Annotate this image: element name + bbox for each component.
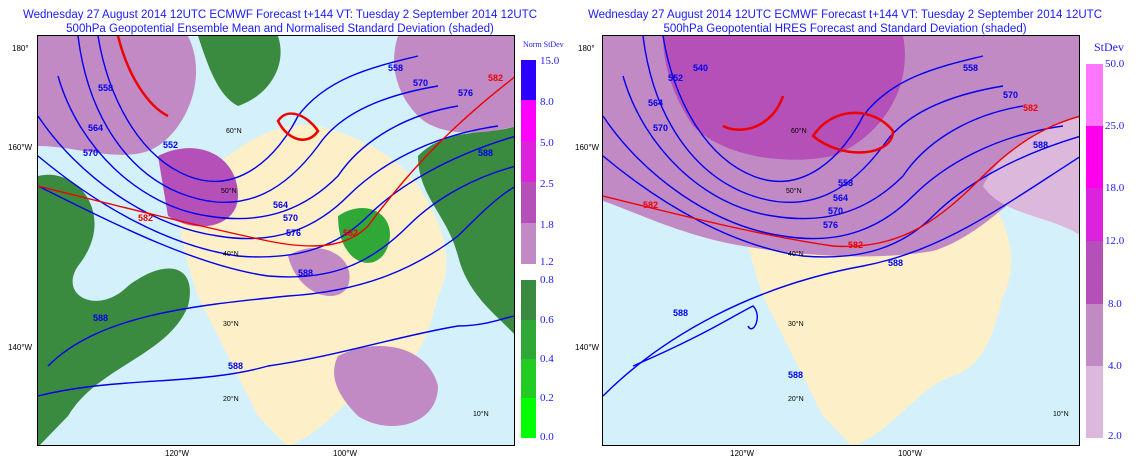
left-map-svg: 558 564 570 552 564 570 576 588 558 570 … [38, 36, 514, 445]
legend-value: 50.0 [1105, 58, 1125, 70]
contour-label: 564 [648, 98, 663, 108]
right-legend: StDev 50.0 25.0 18.0 12.0 8.0 4.0 2.0 [1086, 40, 1139, 442]
legend-title: Norm StDev [523, 40, 564, 49]
lat-label: 10°N [473, 410, 489, 418]
contour-label: 576 [286, 228, 301, 238]
legend-title: StDev [1094, 40, 1124, 54]
lat-label: 30°N [788, 320, 804, 328]
contour-label: 582 [488, 73, 503, 83]
contour-label: 576 [458, 88, 473, 98]
contour-label: 588 [673, 308, 688, 318]
contour-label: 588 [888, 258, 903, 268]
legend-value: 4.0 [1108, 360, 1122, 372]
contour-label: 570 [413, 78, 428, 88]
contour-label: 558 [388, 63, 403, 73]
lat-label: 30°N [223, 320, 239, 328]
legend-value: 25.0 [1105, 120, 1125, 132]
legend-value: 0.0 [540, 431, 554, 443]
lat-label: 50°N [221, 187, 237, 195]
legend-value: 2.5 [540, 178, 554, 190]
contour-label: 570 [653, 123, 668, 133]
contour-label: 588 [298, 268, 313, 278]
lon-label: 160°W [575, 143, 600, 152]
contour-label: 558 [98, 83, 113, 93]
contour-label: 552 [668, 73, 683, 83]
lon-label: 120°W [730, 449, 755, 458]
left-legend: Norm StDev 15.0 8.0 5.0 2.5 1.8 1.2 0.8 … [521, 40, 581, 443]
lon-label: 100°W [898, 449, 923, 458]
legend-value: 0.8 [540, 274, 554, 286]
legend-value: 0.6 [540, 314, 554, 326]
legend-value: 18.0 [1105, 182, 1125, 194]
lat-label: 40°N [223, 250, 239, 258]
legend-value: 1.2 [540, 256, 554, 268]
contour-label: 540 [693, 63, 708, 73]
contour-label: 570 [83, 148, 98, 158]
contour-label: 558 [838, 178, 853, 188]
lat-label: 20°N [788, 395, 804, 403]
contour-label: 588 [788, 370, 803, 380]
contour-label: 582 [643, 200, 658, 210]
legend-value: 5.0 [540, 137, 554, 149]
contour-label: 588 [478, 148, 493, 158]
lat-label: 40°N [788, 250, 804, 258]
contour-label: 582 [848, 240, 863, 250]
legend-value: 1.8 [540, 219, 554, 231]
contour-label: 564 [273, 200, 288, 210]
right-map: 552 540 564 570 558 564 570 576 588 588 … [602, 35, 1080, 446]
left-title-line2: 500hPa Geopotential Ensemble Mean and No… [66, 23, 494, 35]
lon-label: 180° [578, 44, 595, 53]
contour-label: 588 [1033, 140, 1048, 150]
contour-label: 570 [828, 206, 843, 216]
lon-label: 180° [12, 44, 29, 53]
legend-value: 12.0 [1105, 235, 1125, 247]
lat-label: 60°N [791, 127, 807, 135]
contour-label: 570 [283, 213, 298, 223]
lat-label: 20°N [223, 395, 239, 403]
lon-label: 140°W [575, 343, 600, 352]
contour-label: 582 [343, 228, 358, 238]
left-title: Wednesday 27 August 2014 12UTC ECMWF For… [0, 8, 560, 36]
legend-value: 15.0 [540, 55, 560, 67]
contour-label: 576 [823, 220, 838, 230]
lat-label: 10°N [1053, 410, 1069, 418]
contour-label: 588 [93, 313, 108, 323]
lat-label: 60°N [226, 127, 242, 135]
lon-label: 120°W [165, 449, 190, 458]
contour-label: 588 [228, 361, 243, 371]
legend-value: 0.4 [540, 353, 554, 365]
lon-label: 140°W [8, 343, 33, 352]
left-title-line1: Wednesday 27 August 2014 12UTC ECMWF For… [22, 9, 538, 21]
legend-value: 2.0 [1108, 430, 1122, 442]
legend-value: 0.2 [540, 392, 554, 404]
lat-label: 50°N [786, 187, 802, 195]
contour-label: 582 [1023, 103, 1038, 113]
contour-label: 552 [163, 140, 178, 150]
legend-value: 8.0 [540, 96, 554, 108]
left-map: 558 564 570 552 564 570 576 588 558 570 … [37, 35, 515, 446]
lon-label: 160°W [8, 143, 33, 152]
right-map-svg: 552 540 564 570 558 564 570 576 588 588 … [603, 36, 1079, 445]
right-title: Wednesday 27 August 2014 12UTC ECMWF For… [565, 8, 1125, 36]
contour-label: 558 [963, 63, 978, 73]
lon-label: 100°W [333, 449, 358, 458]
contour-label: 582 [138, 213, 153, 223]
contour-label: 570 [1003, 90, 1018, 100]
right-title-line1: Wednesday 27 August 2014 12UTC ECMWF For… [587, 9, 1103, 21]
contour-label: 564 [88, 123, 103, 133]
right-title-line2: 500hPa Geopotential HRES Forecast and St… [663, 23, 1027, 35]
contour-label: 564 [833, 193, 848, 203]
legend-value: 8.0 [1108, 298, 1122, 310]
